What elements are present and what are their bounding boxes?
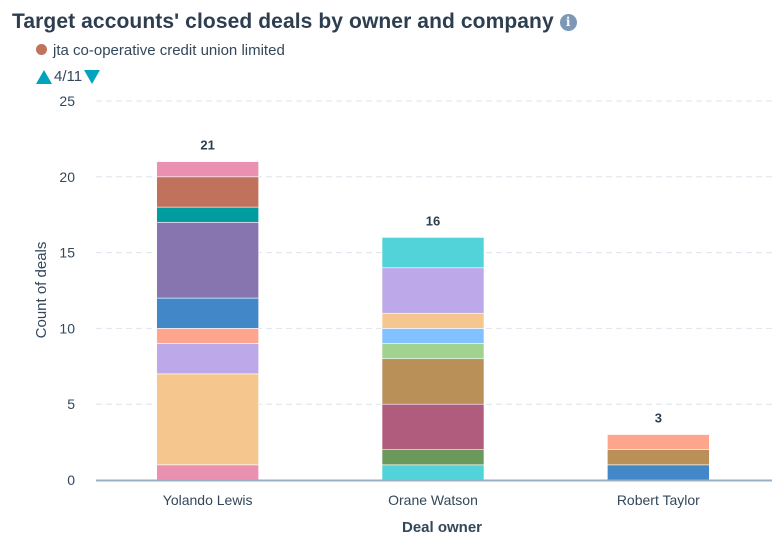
bar-segment[interactable] bbox=[381, 343, 485, 360]
bar-segment[interactable] bbox=[381, 403, 485, 450]
y-tick-label: 0 bbox=[67, 472, 75, 488]
legend-page-indicator: 4/11 bbox=[54, 68, 83, 85]
bar-segment[interactable] bbox=[381, 237, 485, 269]
chart-title: Target accounts' closed deals by owner a… bbox=[12, 10, 577, 34]
total-label: 21 bbox=[200, 138, 214, 153]
x-category-label: Orane Watson bbox=[388, 492, 478, 508]
bar-stack bbox=[607, 434, 710, 481]
y-axis-ticks: 0 5 10 15 20 25 bbox=[59, 93, 75, 488]
legend-item-label[interactable]: jta co-operative credit union limited bbox=[53, 42, 285, 59]
x-category-label: Yolando Lewis bbox=[163, 492, 253, 508]
bar-segment[interactable] bbox=[156, 343, 259, 375]
bar-segment[interactable] bbox=[381, 358, 485, 405]
bar-segment[interactable] bbox=[156, 206, 259, 223]
bar-segment[interactable] bbox=[381, 312, 485, 329]
bar-segment[interactable] bbox=[156, 328, 259, 344]
legend-color-dot bbox=[36, 44, 47, 55]
info-icon[interactable]: i bbox=[559, 14, 577, 31]
y-tick-label: 15 bbox=[59, 245, 75, 261]
bar-stack bbox=[156, 161, 259, 481]
bar-segment[interactable] bbox=[607, 434, 710, 450]
bar-segment[interactable] bbox=[381, 267, 485, 314]
bar-segment[interactable] bbox=[156, 221, 259, 299]
bar-segment[interactable] bbox=[156, 176, 259, 208]
x-category-label: Robert Taylor bbox=[617, 492, 700, 508]
bar-segment[interactable] bbox=[381, 328, 485, 344]
y-tick-label: 10 bbox=[59, 320, 75, 336]
total-label: 3 bbox=[655, 411, 662, 426]
bar-segment[interactable] bbox=[381, 464, 485, 481]
bar-segment[interactable] bbox=[381, 449, 485, 466]
bar-segment[interactable] bbox=[156, 373, 259, 466]
chart-title-text: Target accounts' closed deals by owner a… bbox=[12, 10, 554, 33]
y-tick-label: 25 bbox=[59, 93, 75, 109]
total-labels: 21 16 3 bbox=[200, 138, 662, 426]
y-tick-label: 5 bbox=[67, 396, 75, 412]
bar-stack bbox=[381, 237, 485, 481]
triangle-down-icon[interactable] bbox=[84, 69, 101, 84]
bar-segment[interactable] bbox=[607, 449, 710, 466]
bar-segment[interactable] bbox=[156, 464, 259, 481]
legend-pager: 4/11 bbox=[36, 68, 101, 85]
y-axis-title: Count of deals bbox=[33, 242, 50, 339]
bar-segment[interactable] bbox=[156, 161, 259, 178]
bar-segment[interactable] bbox=[607, 464, 710, 481]
total-label: 16 bbox=[426, 213, 440, 228]
bar-segment[interactable] bbox=[156, 297, 259, 329]
legend: jta co-operative credit union limited bbox=[36, 42, 285, 59]
bar-stacks bbox=[156, 161, 710, 481]
triangle-up-icon[interactable] bbox=[36, 69, 52, 84]
y-tick-label: 20 bbox=[59, 169, 75, 185]
x-axis-title: Deal owner bbox=[402, 519, 482, 536]
x-axis-categories: Yolando Lewis Orane Watson Robert Taylor bbox=[163, 492, 700, 508]
